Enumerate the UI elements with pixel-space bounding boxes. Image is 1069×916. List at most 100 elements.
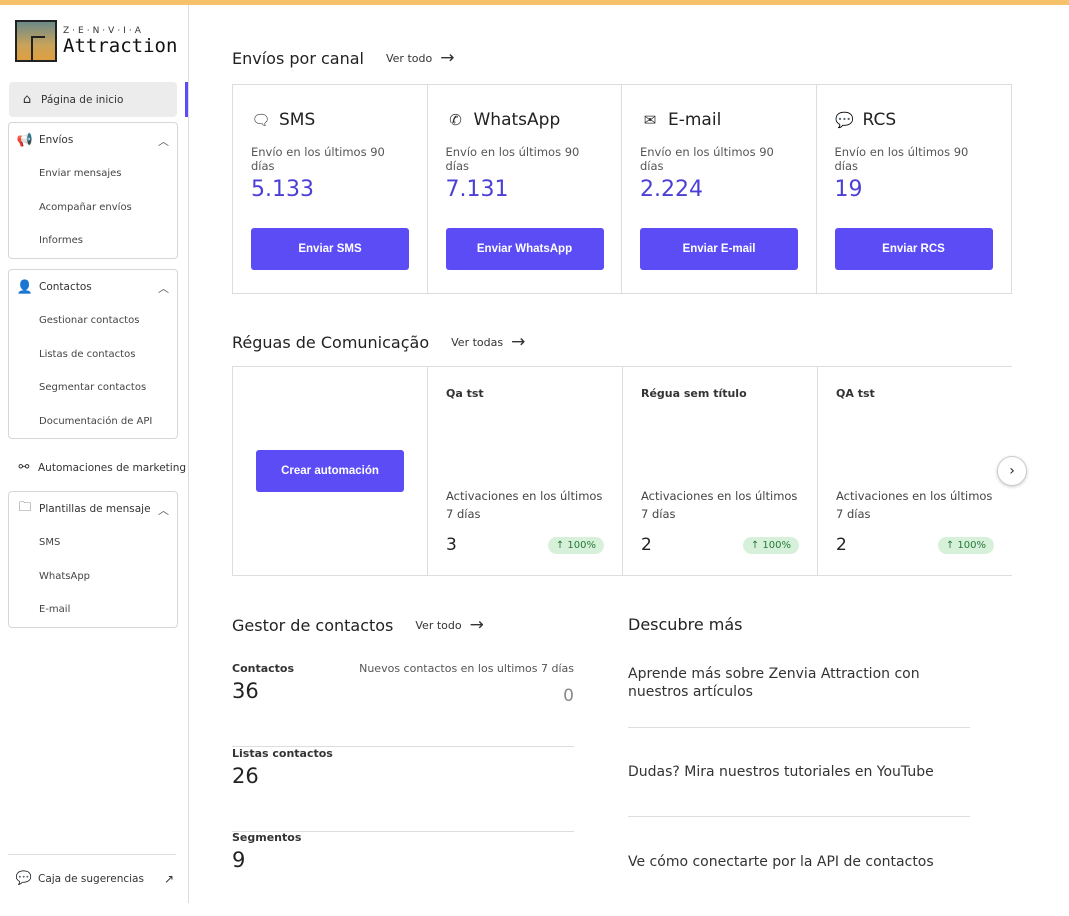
regua-title: QA tst xyxy=(836,387,875,400)
chevron-up-icon: ︿ xyxy=(158,504,169,517)
rcs-icon: 💬 xyxy=(835,111,854,129)
channel-card-whatsapp: ✆ WhatsApp Envío en los últimos 90 días 7.1… xyxy=(428,85,622,293)
sms-icon: 🗨 xyxy=(251,111,271,129)
stat-label: Segmentos xyxy=(232,831,302,844)
sidebar-item-label: Automaciones de marketing xyxy=(38,461,187,474)
sidebar-item[interactable]: Listas de contactos xyxy=(39,348,136,360)
sidebar-group-header[interactable]: 🗀 Plantillas de mensaje ︿ xyxy=(9,492,177,526)
sidebar-item-automaciones[interactable]: ⚯ Automaciones de marketing xyxy=(14,460,187,475)
reguas-carousel: Crear automación Qa tst Activaciones en l… xyxy=(232,366,1012,576)
whatsapp-icon: ✆ xyxy=(449,111,462,129)
arrow-right-icon: → xyxy=(440,48,455,68)
section-title: Envíos por canal xyxy=(232,48,364,68)
logo-brand: Z·E·N·V·I·A xyxy=(63,26,144,36)
see-all-link[interactable]: Ver todas → xyxy=(451,332,525,352)
feedback-link[interactable]: 💬 Caja de sugerencias ↗ xyxy=(14,871,174,886)
stat-listas[interactable]: Listas contactos 26 xyxy=(232,747,574,832)
create-automation-button[interactable]: Crear automación xyxy=(256,450,404,492)
regua-sub: Activaciones en los últimos 7 días xyxy=(641,489,798,521)
change-value: 100% xyxy=(762,540,791,551)
sidebar-item[interactable]: Segmentar contactos xyxy=(39,382,147,394)
top-accent-bar xyxy=(0,0,1069,5)
regua-card[interactable]: Régua sem título Activaciones en los últi… xyxy=(623,367,818,575)
channel-name: RCS xyxy=(862,110,897,130)
sidebar-group-envios: 📢 Envíos ︿ Enviar mensajes Acompañar envío… xyxy=(8,122,178,259)
sidebar-group-label: Plantillas de mensaje xyxy=(39,503,151,515)
sidebar-item[interactable]: Documentación de API xyxy=(39,415,153,427)
logo[interactable]: Z·E·N·V·I·A Attraction xyxy=(15,20,177,62)
sidebar-item[interactable]: E-mail xyxy=(39,604,71,616)
change-value: 100% xyxy=(567,540,596,551)
change-badge: ↑ 100% xyxy=(937,537,994,554)
sidebar-item[interactable]: WhatsApp xyxy=(39,570,91,582)
stat-label: Contactos xyxy=(232,662,295,675)
sidebar-item[interactable]: Acompañar envíos xyxy=(39,201,132,213)
chevron-up-icon: ︿ xyxy=(158,135,169,148)
divider xyxy=(628,727,970,728)
see-all-label: Ver todas xyxy=(451,335,504,349)
sidebar-item-home[interactable]: ⌂ Página de inicio xyxy=(9,82,177,117)
youtube-link[interactable]: Dudas? Mira nuestros tutoriales en YouTu… xyxy=(628,764,934,780)
section-title: Gestor de contactos xyxy=(232,615,394,635)
regua-title: Qa tst xyxy=(446,387,484,400)
send-rcs-button[interactable]: Enviar RCS xyxy=(834,228,993,270)
see-all-link[interactable]: Ver todo → xyxy=(386,48,454,68)
send-sms-button[interactable]: Enviar SMS xyxy=(251,228,409,270)
sidebar-group-label: Contactos xyxy=(39,281,92,293)
section-title: Descubre más xyxy=(628,615,743,634)
sidebar-group-header[interactable]: 📢 Envíos ︿ xyxy=(9,123,177,157)
sidebar-item[interactable]: Gestionar contactos xyxy=(39,315,140,327)
new-contacts-value: 0 xyxy=(563,686,574,706)
channel-sub: Envío en los últimos 90 días xyxy=(834,145,969,173)
create-cell: Crear automación xyxy=(233,367,428,575)
send-email-button[interactable]: Enviar E-mail xyxy=(640,228,798,270)
sidebar-item[interactable]: Informes xyxy=(39,235,83,247)
carousel-next-button[interactable]: › xyxy=(997,456,1027,486)
regua-sub: Activaciones en los últimos 7 días xyxy=(836,489,993,521)
stat-contactos[interactable]: Contactos 36 Nuevos contactos en los ultim… xyxy=(232,662,574,747)
megaphone-icon: 📢 xyxy=(16,132,34,148)
sidebar-group-label: Envíos xyxy=(39,134,74,146)
regua-card[interactable]: QA tst Activaciones en los últimos 7 días… xyxy=(818,367,1012,575)
change-badge: ↑ 100% xyxy=(547,537,604,554)
divider xyxy=(8,854,176,855)
channel-value: 2.224 xyxy=(640,177,703,202)
channel-card-rcs: 💬 RCS Envío en los últimos 90 días 19 Enviar… xyxy=(817,85,1012,293)
regua-value: 2 xyxy=(836,535,847,555)
arrow-up-icon: ↑ xyxy=(945,540,958,551)
mail-icon: ✉ xyxy=(643,111,657,129)
regua-title: Régua sem título xyxy=(641,387,747,400)
folder-icon: 🗀 xyxy=(18,500,32,515)
send-whatsapp-button[interactable]: Enviar WhatsApp xyxy=(445,228,604,270)
external-link-icon: ↗ xyxy=(163,871,174,886)
channel-value: 7.131 xyxy=(445,177,509,202)
sidebar-item[interactable]: SMS xyxy=(39,537,61,549)
feedback-label: Caja de sugerencias xyxy=(38,872,144,885)
api-link[interactable]: Ve cómo conectarte por la API de contact… xyxy=(628,854,934,870)
channel-sub: Envío en los últimos 90 días xyxy=(640,145,774,173)
workflow-icon: ⚯ xyxy=(18,460,30,475)
sidebar-item[interactable]: Enviar mensajes xyxy=(39,168,122,180)
see-all-link[interactable]: Ver todo → xyxy=(415,615,483,635)
articles-link[interactable]: Aprende más sobre Zenvia Attraction con … xyxy=(628,666,920,700)
stat-label: Listas contactos xyxy=(232,747,333,760)
see-all-label: Ver todo xyxy=(385,51,433,65)
regua-sub: Activaciones en los últimos 7 días xyxy=(446,489,603,521)
regua-card[interactable]: Qa tst Activaciones en los últimos 7 días… xyxy=(428,367,623,575)
stat-value: 26 xyxy=(232,764,259,788)
channel-card-email: ✉ E-mail Envío en los últimos 90 días 2.224… xyxy=(622,85,817,293)
stat-value: 36 xyxy=(232,679,259,703)
arrow-up-icon: ↑ xyxy=(555,540,568,551)
channel-cards: 🗨 SMS Envío en los últimos 90 días 5.133 Env… xyxy=(232,84,1012,294)
regua-value: 2 xyxy=(641,535,652,555)
logo-image xyxy=(15,20,57,62)
arrow-right-icon: → xyxy=(511,332,526,352)
chevron-right-icon: › xyxy=(1009,463,1015,479)
see-all-label: Ver todo xyxy=(415,618,462,632)
sidebar-item-label: Página de inicio xyxy=(41,93,124,106)
new-contacts-label: Nuevos contactos en los ultimos 7 días xyxy=(359,662,574,675)
sidebar-group-header[interactable]: 👤 Contactos ︿ xyxy=(9,270,177,304)
channel-name: SMS xyxy=(279,110,316,130)
stat-segmentos[interactable]: Segmentos 9 xyxy=(232,831,574,916)
stat-value: 9 xyxy=(232,848,246,872)
